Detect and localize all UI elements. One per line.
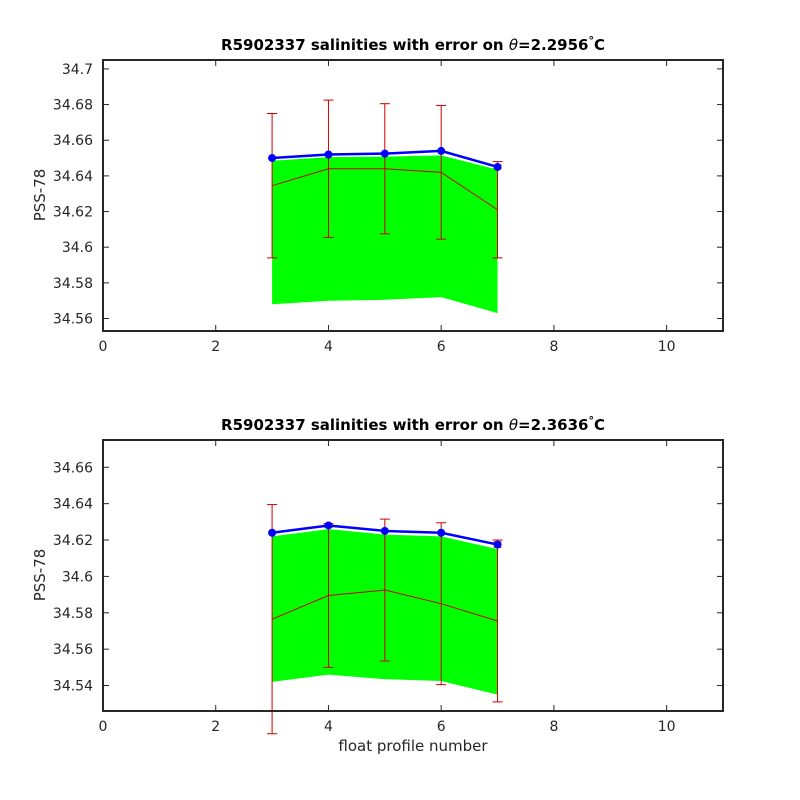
plot-area: 0 2 4 6 8 10 34.54 34.56 34.58 34.6 34.62 34.64 34.6…	[53, 439, 724, 735]
title-unit: C	[594, 416, 605, 434]
measured-point	[380, 149, 389, 158]
mapped-error-bar	[492, 539, 503, 703]
mapped-error-bar	[379, 103, 390, 235]
y-tick-label: 34.56	[53, 642, 93, 658]
y-tick-label: 34.62	[53, 205, 93, 221]
x-tick-label: 6	[437, 339, 446, 355]
y-tick-label: 34.7	[62, 62, 93, 78]
y-tick-label: 34.54	[53, 679, 93, 695]
title-prefix: R5902337 salinities with error on	[221, 416, 509, 434]
measured-point	[380, 526, 389, 535]
y-tick-label: 34.6	[62, 240, 93, 256]
chart-top: R5902337 salinities with error on θ=2.29…	[31, 34, 724, 355]
y-tick-label: 34.66	[53, 133, 93, 149]
degree-symbol: °	[588, 34, 594, 47]
mapped-error-bar	[436, 522, 447, 686]
theta-symbol: θ	[509, 36, 518, 54]
plot-area: 0 2 4 6 8 10 34.56 34.58 34.6 34.62 34.64 34.66 34.6…	[53, 59, 724, 355]
measured-point	[493, 162, 502, 171]
y-tick-label: 34.62	[53, 533, 93, 549]
y-tick-label: 34.58	[53, 606, 93, 622]
measured-point	[324, 521, 333, 530]
measured-point	[324, 150, 333, 159]
mapped-error-bar	[492, 161, 503, 259]
x-tick-label: 0	[99, 339, 108, 355]
chart-title: R5902337 salinities with error on θ=2.29…	[221, 34, 605, 54]
title-value: =2.2956	[518, 36, 588, 54]
y-axis-label: PSS-78	[31, 169, 49, 222]
y-tick-label: 34.68	[53, 98, 93, 114]
theta-symbol: θ	[509, 416, 518, 434]
x-tick-label: 6	[437, 719, 446, 735]
mapped-error-bar	[267, 112, 278, 259]
title-prefix: R5902337 salinities with error on	[221, 36, 509, 54]
y-tick-label: 34.6	[62, 569, 93, 585]
x-tick-label: 10	[658, 719, 676, 735]
title-value: =2.3636	[518, 416, 588, 434]
measured-point	[268, 154, 277, 163]
x-tick-label: 8	[549, 339, 558, 355]
mapped-error-bar	[436, 104, 447, 240]
measured-point	[437, 146, 446, 155]
y-tick-label: 34.64	[53, 169, 93, 185]
x-tick-label: 8	[549, 719, 558, 735]
y-axis-label: PSS-78	[31, 549, 49, 602]
measured-point	[437, 528, 446, 537]
x-axis-label: float profile number	[338, 737, 488, 755]
measured-point	[493, 540, 502, 549]
x-tick-label: 0	[99, 719, 108, 735]
y-tick-label: 34.56	[53, 312, 93, 328]
y-tick-label: 34.64	[53, 497, 93, 513]
mapped-error-bar	[379, 518, 390, 662]
chart-bottom: R5902337 salinities with error on θ=2.36…	[31, 414, 724, 755]
x-tick-label: 10	[658, 339, 676, 355]
x-tick-label: 2	[211, 719, 220, 735]
axes-frame	[102, 59, 724, 332]
mapped-error-bar	[323, 99, 334, 238]
measured-point	[268, 528, 277, 537]
y-tick-label: 34.58	[53, 276, 93, 292]
x-tick-label: 4	[324, 339, 333, 355]
chart-title: R5902337 salinities with error on θ=2.36…	[221, 414, 605, 434]
axes-frame	[102, 439, 724, 712]
y-tick-label: 34.66	[53, 460, 93, 476]
x-tick-label: 4	[324, 719, 333, 735]
mapped-error-bar	[267, 504, 278, 735]
title-unit: C	[594, 36, 605, 54]
degree-symbol: °	[588, 414, 594, 427]
x-tick-label: 2	[211, 339, 220, 355]
